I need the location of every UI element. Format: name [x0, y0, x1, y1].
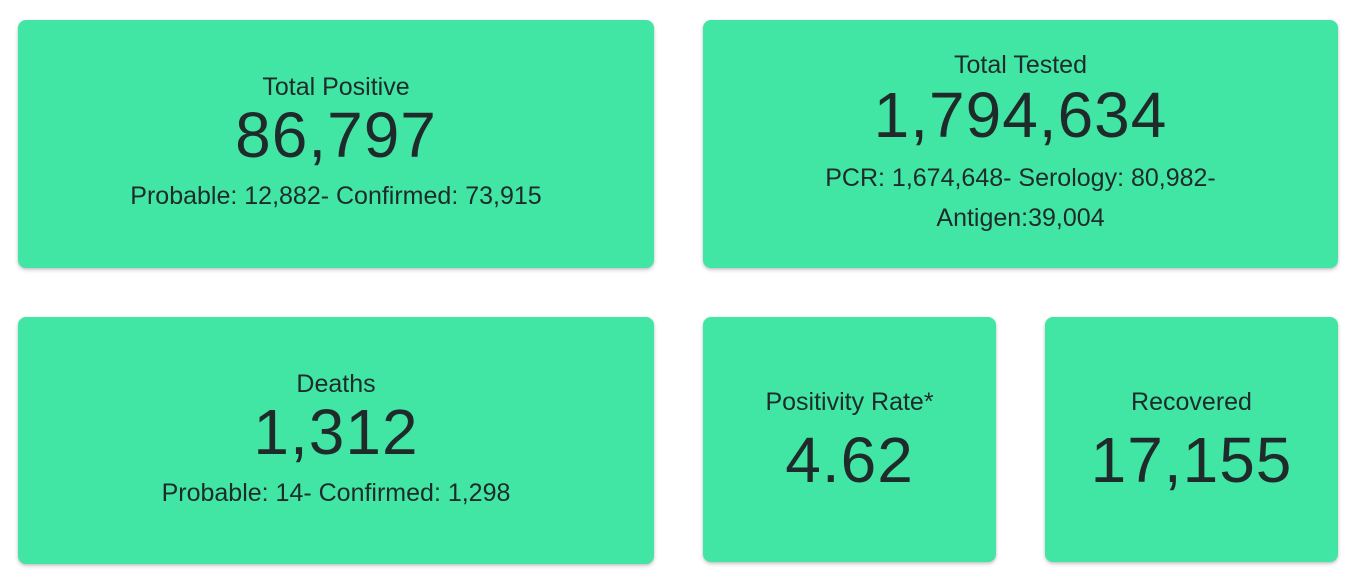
- total-tested-title: Total Tested: [954, 51, 1087, 79]
- deaths-breakdown: Probable: 14- Confirmed: 1,298: [161, 478, 511, 507]
- total-positive-title: Total Positive: [262, 73, 410, 101]
- total-positive-value: 86,797: [235, 99, 437, 171]
- total-tested-breakdown-line2: Antigen:39,004: [936, 204, 1105, 232]
- recovered-card: Recovered 17,155: [1045, 317, 1338, 562]
- deaths-value: 1,312: [253, 395, 419, 468]
- total-tested-breakdown: PCR: 1,674,648- Serology: 80,982- Antige…: [825, 158, 1216, 238]
- total-tested-card: Total Tested 1,794,634 PCR: 1,674,648- S…: [703, 20, 1338, 268]
- total-positive-breakdown: Probable: 12,882- Confirmed: 73,915: [130, 182, 542, 210]
- positivity-rate-title: Positivity Rate*: [765, 387, 934, 416]
- deaths-title: Deaths: [296, 369, 376, 398]
- total-positive-card: Total Positive 86,797 Probable: 12,882- …: [18, 20, 654, 268]
- positivity-rate-value: 4.62: [785, 423, 914, 496]
- recovered-value: 17,155: [1090, 423, 1293, 496]
- recovered-title: Recovered: [1131, 387, 1252, 416]
- total-tested-breakdown-line1: PCR: 1,674,648- Serology: 80,982-: [825, 164, 1216, 192]
- total-tested-value: 1,794,634: [873, 79, 1168, 151]
- deaths-card: Deaths 1,312 Probable: 14- Confirmed: 1,…: [18, 317, 654, 564]
- positivity-rate-card: Positivity Rate* 4.62: [703, 317, 996, 562]
